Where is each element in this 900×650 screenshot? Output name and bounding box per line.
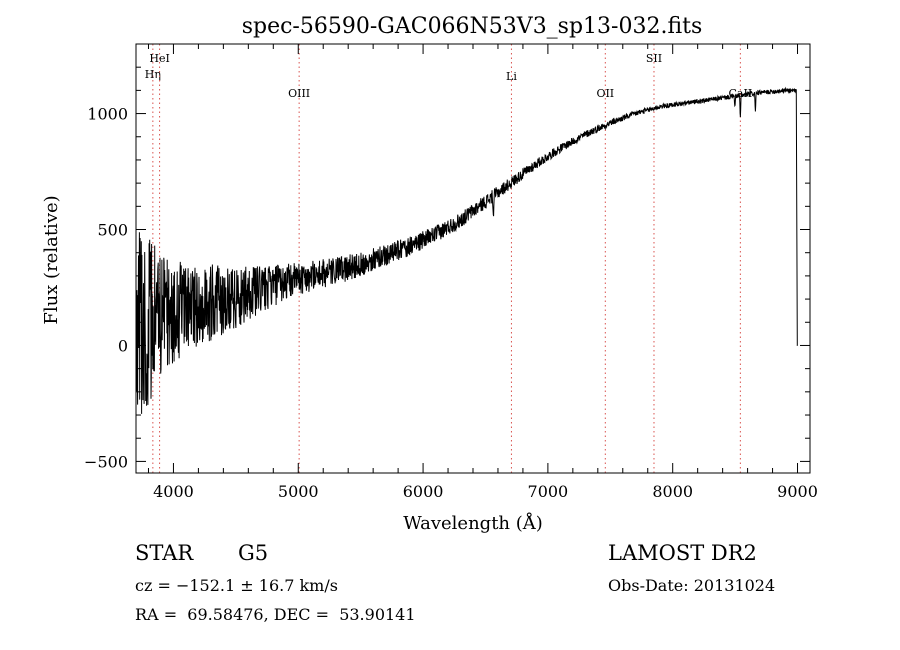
spectral-line-hei-label: HeI	[149, 52, 169, 65]
survey-label: LAMOST DR2	[608, 541, 757, 565]
x-tick-label: 6000	[403, 482, 444, 501]
y-tick-label: 1000	[87, 105, 128, 124]
x-tick-label: 5000	[278, 482, 319, 501]
chart-title: spec-56590-GAC066N53V3_sp13-032.fits	[242, 14, 703, 39]
spectral-line-sii-label: SII	[646, 52, 662, 65]
x-tick-label: 4000	[153, 482, 194, 501]
axis-tick-labels: 4000 5000 6000 7000 8000 9000 −500 0 500 1000	[84, 105, 818, 501]
axis-ticks	[136, 44, 810, 473]
y-tick-label: 0	[118, 336, 128, 355]
spectral-line-oii-label: OII	[596, 87, 614, 100]
object-class-label: STAR	[135, 541, 194, 565]
spectral-line-caii-label: CaII	[729, 87, 753, 100]
x-tick-label: 8000	[652, 482, 693, 501]
y-tick-label: 500	[97, 221, 128, 240]
spectral-line-hη-label: Hη	[145, 68, 161, 81]
coordinates-label: RA = 69.58476, DEC = 53.90141	[135, 605, 416, 624]
subclass-label: G5	[238, 541, 269, 565]
redshift-label: cz = −152.1 ± 16.7 km/s	[135, 576, 338, 595]
y-axis-label: Flux (relative)	[41, 195, 62, 324]
plot-frame	[135, 43, 811, 474]
x-axis-label: Wavelength (Å)	[403, 512, 543, 534]
spectral-line-oiii-label: OIII	[288, 87, 310, 100]
y-tick-label: −500	[84, 452, 128, 471]
obs-date-label: Obs-Date: 20131024	[608, 576, 776, 595]
x-tick-label: 7000	[528, 482, 569, 501]
spectral-line-markers: Hη HeI OIII Li OII SII CaII	[145, 44, 752, 473]
spectrum-series-line	[136, 86, 798, 414]
spectral-line-li-label: Li	[506, 70, 517, 83]
x-tick-label: 9000	[777, 482, 818, 501]
